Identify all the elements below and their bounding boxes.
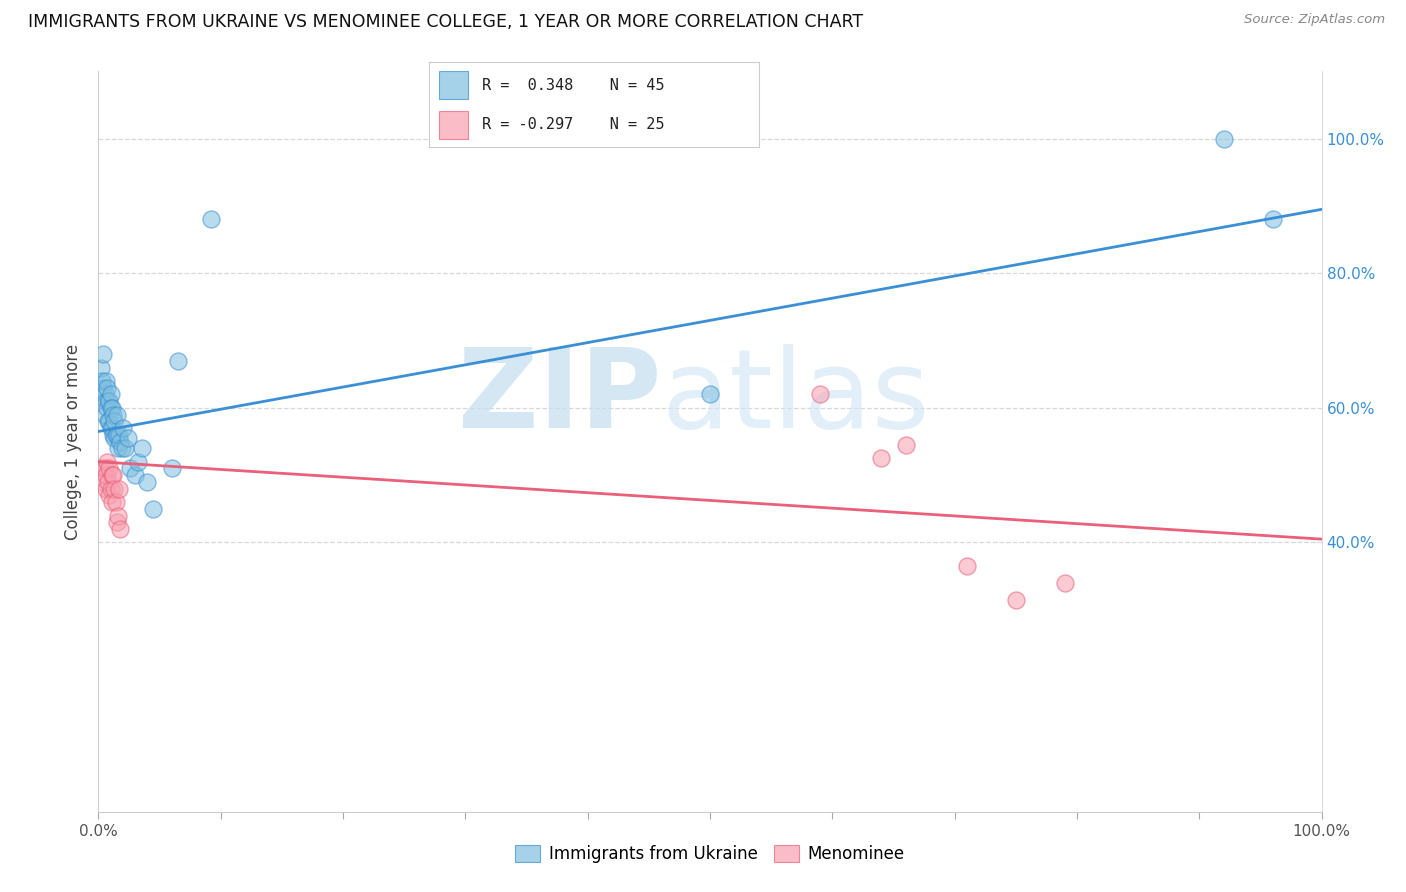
Point [110, 522, 132, 536]
Point [94, 374, 117, 388]
Point [101, 468, 124, 483]
Text: Source: ZipAtlas.com: Source: ZipAtlas.com [1244, 13, 1385, 27]
Point [160, 461, 183, 475]
Point [894, 438, 917, 452]
Y-axis label: College, 1 year or more: College, 1 year or more [65, 343, 83, 540]
Point [98, 461, 121, 475]
Point [104, 427, 127, 442]
Point [93, 408, 115, 422]
Point [127, 455, 149, 469]
Text: IMMIGRANTS FROM UKRAINE VS MENOMINEE COLLEGE, 1 YEAR OR MORE CORRELATION CHART: IMMIGRANTS FROM UKRAINE VS MENOMINEE COL… [28, 13, 863, 31]
Point [94, 468, 117, 483]
Point [90, 360, 112, 375]
Point [97, 394, 120, 409]
Point [114, 442, 136, 456]
Text: ZIP: ZIP [458, 343, 661, 450]
Text: R =  0.348    N = 45: R = 0.348 N = 45 [482, 78, 664, 93]
Point [1212, 131, 1234, 145]
Bar [439, 111, 468, 139]
Point [108, 482, 131, 496]
Point [1261, 212, 1284, 227]
Bar [439, 71, 468, 99]
Point [142, 501, 165, 516]
Point [105, 427, 128, 442]
Point [100, 387, 122, 401]
Point [136, 475, 159, 489]
Point [101, 427, 124, 442]
Legend: Immigrants from Ukraine, Menominee: Immigrants from Ukraine, Menominee [509, 838, 911, 870]
Point [100, 482, 122, 496]
Point [1004, 592, 1026, 607]
Text: R = -0.297    N = 25: R = -0.297 N = 25 [482, 117, 664, 132]
Text: atlas: atlas [661, 343, 929, 450]
Point [91, 475, 114, 489]
Point [104, 495, 127, 509]
Point [100, 401, 122, 415]
Point [108, 427, 131, 442]
Point [870, 451, 893, 466]
Point [94, 394, 117, 409]
Point [97, 414, 120, 428]
Point [103, 482, 125, 496]
Point [131, 442, 153, 456]
Point [107, 442, 129, 456]
Point [91, 381, 114, 395]
Point [105, 408, 128, 422]
Point [956, 559, 979, 574]
Point [91, 374, 114, 388]
Point [111, 442, 134, 456]
Point [91, 347, 114, 361]
Point [91, 461, 114, 475]
Point [98, 488, 121, 502]
Point [111, 421, 134, 435]
Point [101, 401, 124, 415]
Point [120, 461, 142, 475]
Point [167, 353, 190, 368]
Point [93, 461, 115, 475]
Point [699, 387, 721, 401]
Point [101, 495, 124, 509]
Point [96, 455, 118, 469]
Point [103, 414, 125, 428]
Point [101, 421, 124, 435]
Point [101, 468, 124, 483]
Point [103, 431, 125, 445]
Point [100, 421, 122, 435]
Point [96, 401, 118, 415]
Point [200, 212, 222, 227]
Point [110, 434, 132, 449]
Point [105, 516, 128, 530]
Point [808, 387, 831, 401]
Point [98, 414, 121, 428]
Point [124, 468, 146, 483]
Point [97, 475, 120, 489]
Point [107, 508, 129, 523]
Point [98, 394, 121, 409]
Point [117, 431, 139, 445]
Point [96, 381, 118, 395]
Point [93, 387, 115, 401]
Point [1053, 575, 1076, 590]
Point [101, 408, 124, 422]
Point [94, 482, 117, 496]
